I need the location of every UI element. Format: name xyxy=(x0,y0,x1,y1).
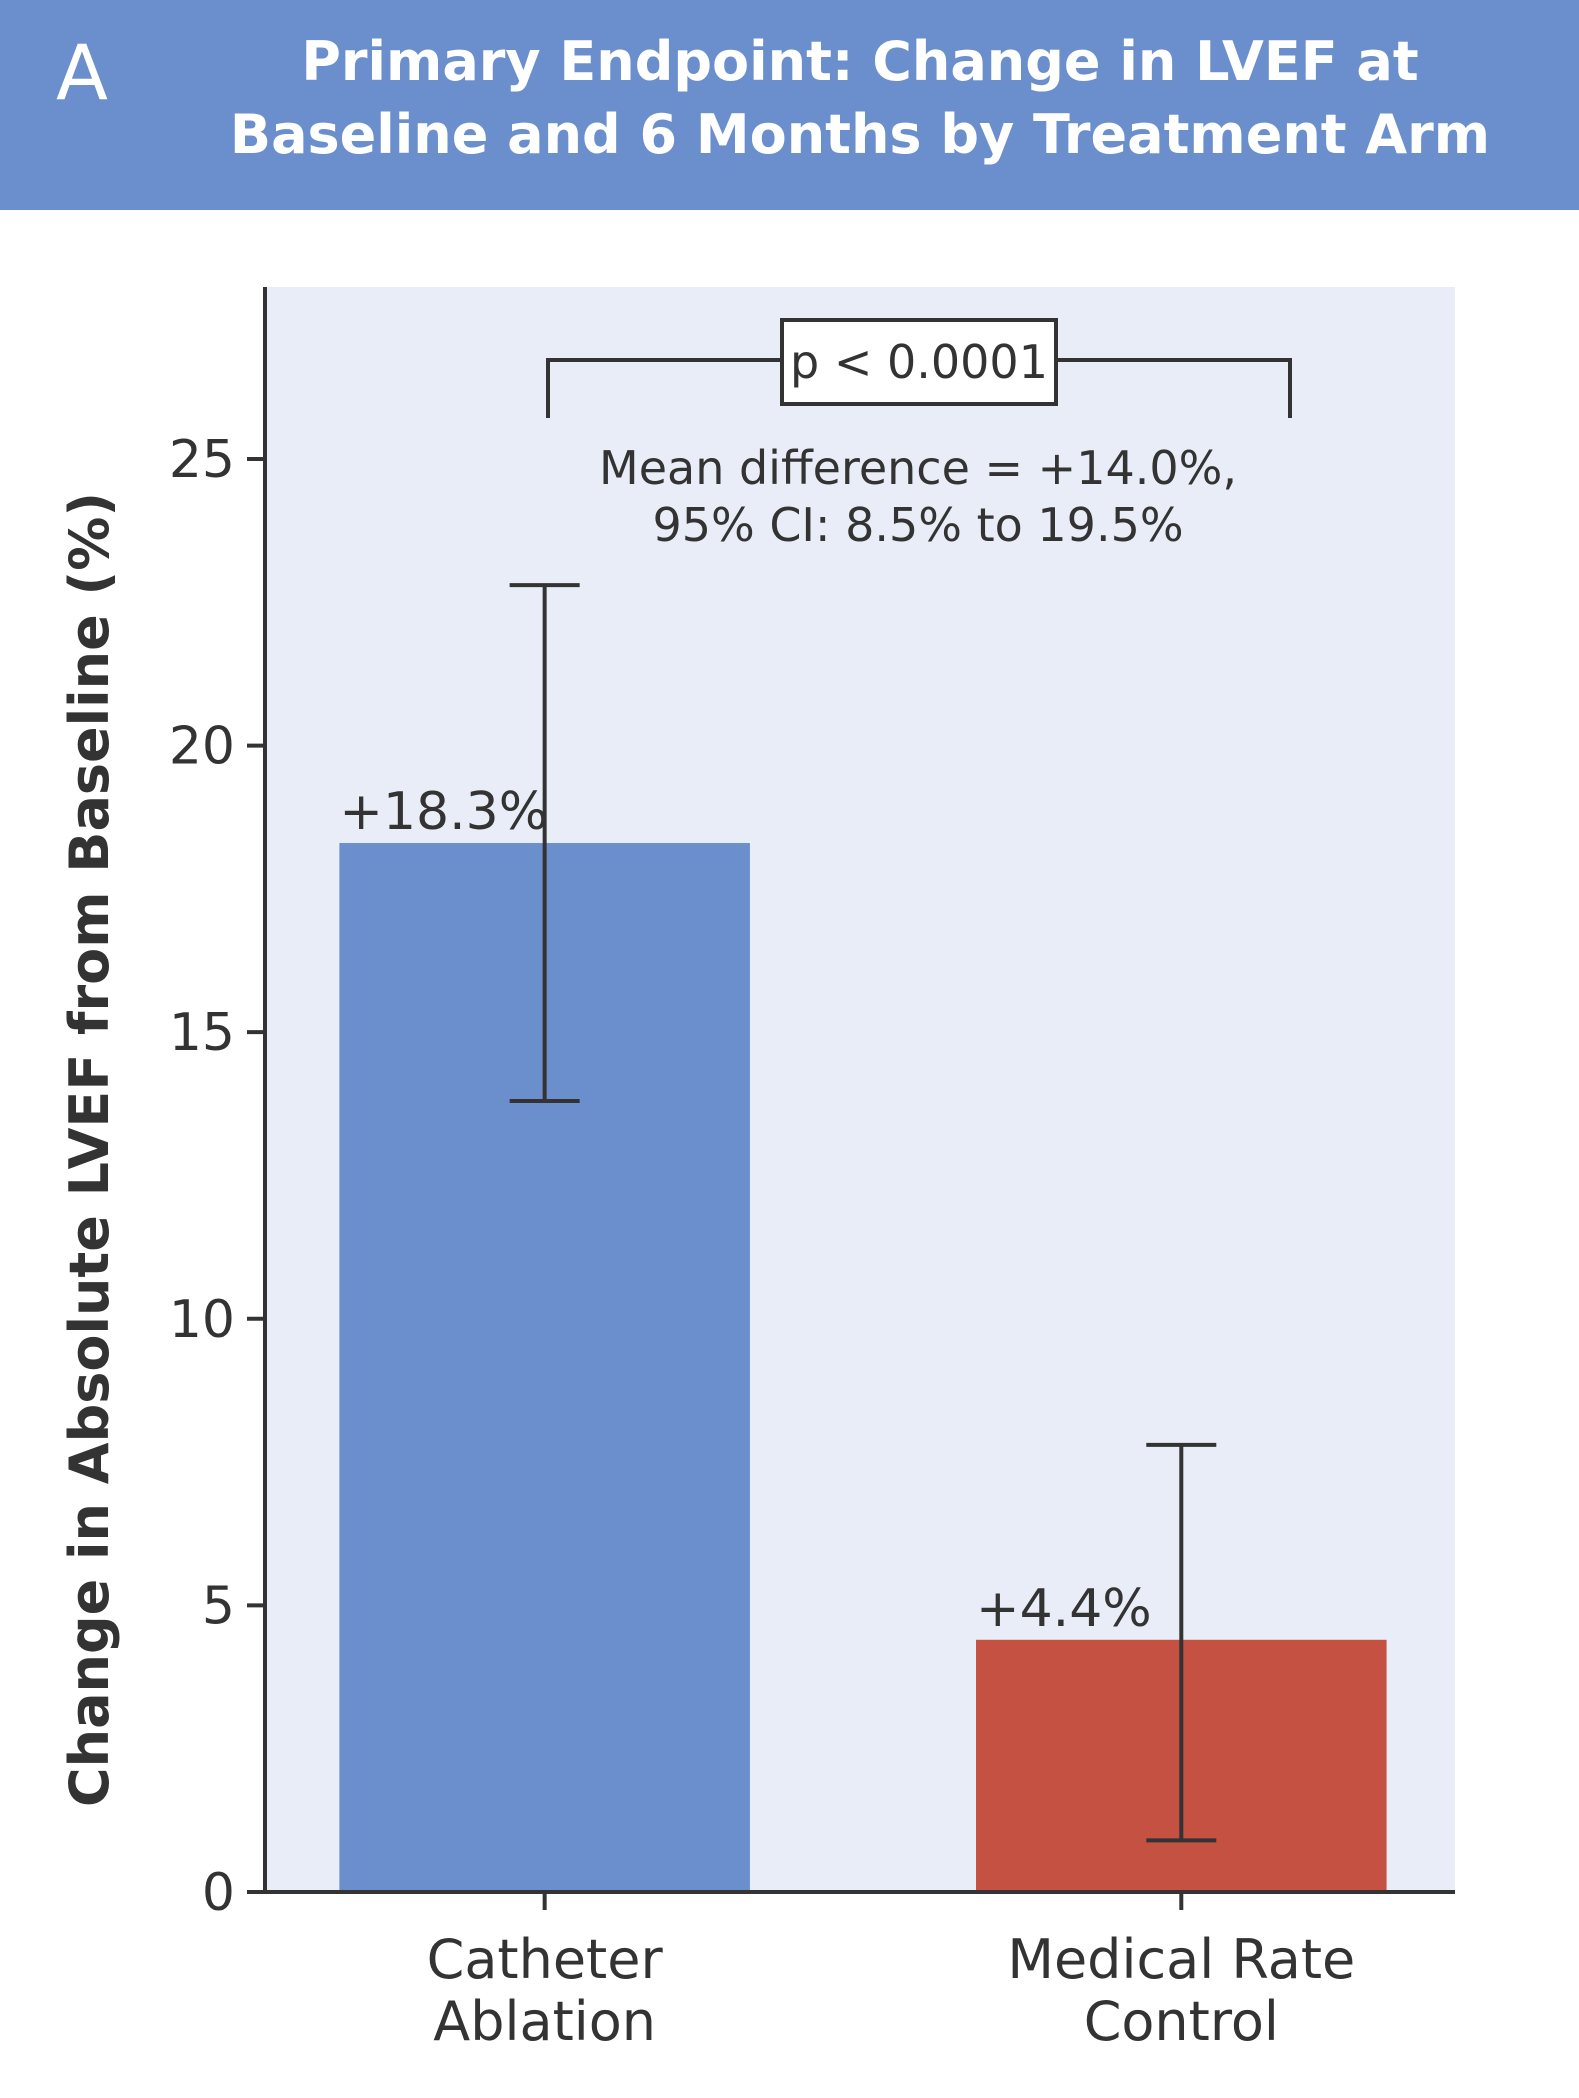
y-axis-label: Change in Absolute LVEF from Baseline (%… xyxy=(58,492,121,1807)
mean-difference-text-0: Mean difference = +14.0%, xyxy=(599,441,1237,495)
y-tick-label-0: 0 xyxy=(202,1863,235,1923)
y-axis: 0 5 10 15 20 25 xyxy=(169,287,267,1923)
y-tick-label-2: 10 xyxy=(169,1290,235,1350)
value-label-1: +4.4% xyxy=(976,1579,1152,1639)
title-banner: A Primary Endpoint: Change in LVEF at Ba… xyxy=(0,0,1579,210)
x-tick-label-0-1: Ablation xyxy=(433,1990,656,2053)
y-tick-label-3: 15 xyxy=(169,1003,235,1063)
panel-label: A xyxy=(56,28,108,117)
bracket-right xyxy=(1056,358,1292,418)
y-tick-label-5: 25 xyxy=(169,430,235,490)
chart-title-line-2: Baseline and 6 Months by Treatment Arm xyxy=(229,103,1491,166)
y-tick-label-1: 5 xyxy=(202,1576,235,1636)
x-tick-label-1-0: Medical Rate xyxy=(1007,1928,1355,1991)
value-labels-group: +18.3% +4.4% xyxy=(339,782,1151,1639)
mean-difference-text-1: 95% CI: 8.5% to 19.5% xyxy=(652,498,1183,552)
bracket-left xyxy=(546,358,782,418)
y-tick-label-4: 20 xyxy=(169,717,235,777)
error-bars-group xyxy=(509,583,1217,1843)
chart-title-line-1: Primary Endpoint: Change in LVEF at xyxy=(301,30,1419,93)
p-value-text: p < 0.0001 xyxy=(790,335,1048,389)
p-value-box xyxy=(780,318,1058,406)
value-label-0: +18.3% xyxy=(339,782,548,842)
significance-annotation: p < 0.0001 Mean difference = +14.0%,95% C… xyxy=(546,318,1292,552)
x-tick-label-0-0: Catheter xyxy=(427,1928,664,1991)
x-tick-label-1-1: Control xyxy=(1084,1990,1279,2053)
